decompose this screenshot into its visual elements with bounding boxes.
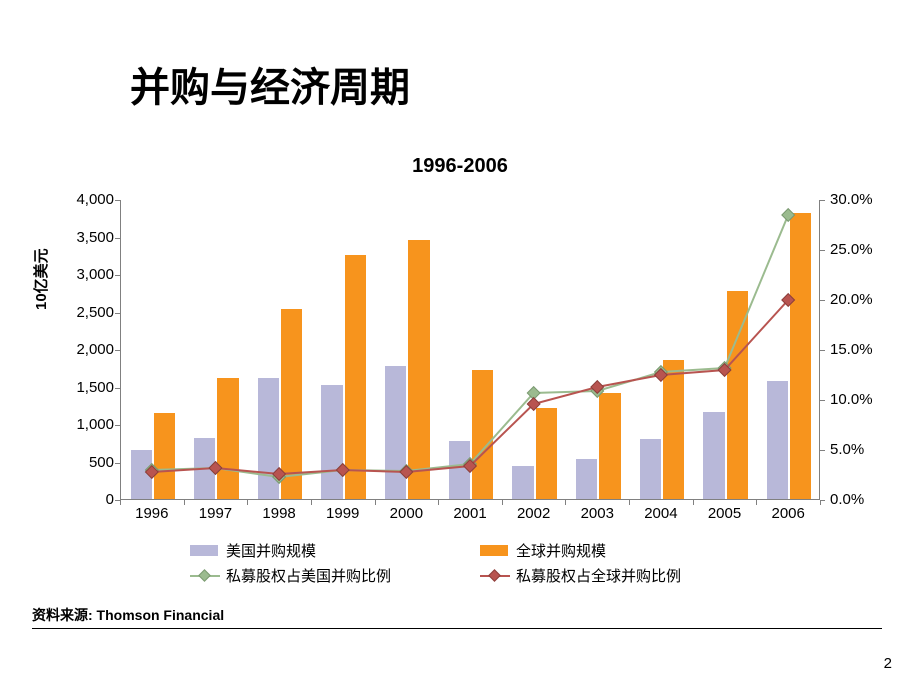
y-tick-left: 2,000 — [66, 341, 114, 358]
legend-item-global-ma: 全球并购规模 — [480, 540, 770, 561]
line-marker — [782, 209, 795, 222]
legend-label: 私募股权占美国并购比例 — [226, 565, 391, 586]
y-tick-left: 0 — [66, 491, 114, 508]
y-tick-right: 25.0% — [830, 241, 873, 258]
legend-item-pe-us: 私募股权占美国并购比例 — [190, 565, 480, 586]
x-tick: 2001 — [440, 505, 500, 522]
line-series — [152, 215, 788, 477]
legend-swatch — [480, 545, 508, 556]
chart: 05001,0001,5002,0002,5003,0003,5004,0000… — [60, 200, 880, 550]
x-tick: 2005 — [695, 505, 755, 522]
x-tick: 2004 — [631, 505, 691, 522]
legend-label: 全球并购规模 — [516, 540, 606, 561]
x-tick: 1998 — [249, 505, 309, 522]
legend-label: 美国并购规模 — [226, 540, 316, 561]
legend-item-us-ma: 美国并购规模 — [190, 540, 480, 561]
y-tick-right: 30.0% — [830, 191, 873, 208]
legend: 美国并购规模 全球并购规模 私募股权占美国并购比例 私募股权占全球并购比例 — [190, 540, 790, 590]
x-tick: 2002 — [504, 505, 564, 522]
x-tick: 2000 — [376, 505, 436, 522]
y-tick-left: 500 — [66, 454, 114, 471]
y-tick-left: 4,000 — [66, 191, 114, 208]
y-tick-right: 0.0% — [830, 491, 864, 508]
line-marker — [209, 462, 222, 475]
page-number: 2 — [884, 655, 892, 672]
line-series — [152, 300, 788, 474]
y-tick-left: 3,500 — [66, 229, 114, 246]
y-tick-right: 10.0% — [830, 391, 873, 408]
line-marker — [336, 464, 349, 477]
legend-item-pe-global: 私募股权占全球并购比例 — [480, 565, 770, 586]
y-tick-left: 2,500 — [66, 304, 114, 321]
legend-line — [190, 569, 220, 583]
y-tick-right: 5.0% — [830, 441, 864, 458]
y-tick-left: 3,000 — [66, 266, 114, 283]
x-tick: 1997 — [185, 505, 245, 522]
y-axis-left-label: 10亿美元 — [30, 248, 51, 310]
x-tick: 2003 — [567, 505, 627, 522]
source-divider — [32, 628, 882, 629]
x-tick: 1996 — [122, 505, 182, 522]
legend-label: 私募股权占全球并购比例 — [516, 565, 681, 586]
legend-swatch — [190, 545, 218, 556]
page-title: 并购与经济周期 — [130, 55, 410, 113]
line-marker — [400, 466, 413, 479]
x-tick: 1999 — [313, 505, 373, 522]
chart-subtitle: 1996-2006 — [0, 155, 920, 178]
x-tick: 2006 — [758, 505, 818, 522]
source-text: 资料来源: Thomson Financial — [32, 605, 224, 625]
y-tick-right: 20.0% — [830, 291, 873, 308]
y-tick-left: 1,500 — [66, 379, 114, 396]
y-tick-right: 15.0% — [830, 341, 873, 358]
line-overlay — [120, 200, 820, 500]
y-tick-left: 1,000 — [66, 416, 114, 433]
legend-line — [480, 569, 510, 583]
